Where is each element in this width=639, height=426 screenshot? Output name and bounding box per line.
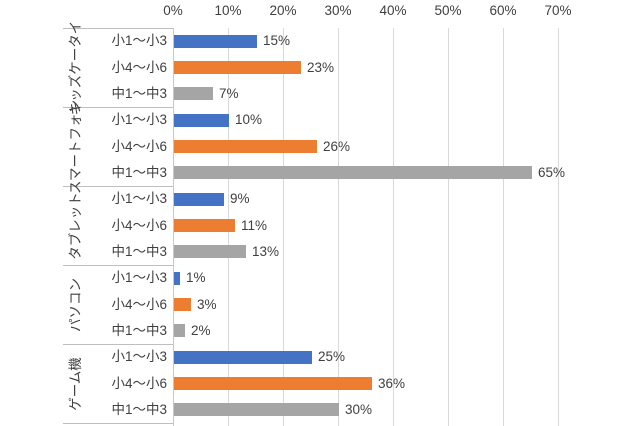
data-label: 23% (307, 60, 335, 75)
axis-tick-label: 60% (489, 3, 517, 18)
bar-小4〜小6-パソコン (174, 298, 191, 311)
bar-小4〜小6-ゲーム機 (174, 377, 372, 390)
data-label: 15% (263, 33, 291, 48)
subcategory-label: 小1〜小3 (111, 33, 167, 48)
bar-中1〜中3-スマートフォン (174, 166, 532, 179)
subcategory-label: 小1〜小3 (111, 349, 167, 364)
axis-tick-label: 70% (544, 3, 572, 18)
gridline (503, 28, 504, 426)
subcategory-label: 小1〜小3 (111, 191, 167, 206)
group-separator (63, 107, 173, 108)
data-label: 3% (197, 297, 217, 312)
axis-tick-label: 30% (324, 3, 352, 18)
group-separator (63, 265, 173, 266)
axis-tick-label: 20% (269, 3, 297, 18)
bar-小1〜小3-パソコン (174, 272, 180, 285)
group-separator (63, 423, 173, 424)
data-label: 25% (318, 349, 346, 364)
subcategory-label: 小4〜小6 (111, 60, 167, 75)
gridline (558, 28, 559, 426)
bar-小4〜小6-スマートフォン (174, 140, 317, 153)
subcategory-label: 中1〜中3 (111, 244, 167, 259)
gridline (448, 28, 449, 426)
category-axis-line (173, 28, 174, 426)
subcategory-label: 小4〜小6 (111, 297, 167, 312)
gridline (283, 28, 284, 426)
data-label: 2% (191, 323, 211, 338)
axis-tick-label: 0% (163, 3, 183, 18)
subcategory-label: 小4〜小6 (111, 218, 167, 233)
subcategory-label: 中1〜中3 (111, 165, 167, 180)
data-label: 65% (538, 165, 566, 180)
bar-小4〜小6-タブレット (174, 219, 235, 232)
bar-中1〜中3-パソコン (174, 324, 185, 337)
bar-小1〜小3-ゲーム機 (174, 351, 312, 364)
group-separator (63, 28, 173, 29)
bar-小1〜小3-キッズケータイ (174, 35, 257, 48)
data-label: 9% (230, 191, 250, 206)
data-label: 10% (235, 112, 263, 127)
axis-tick-label: 10% (214, 3, 242, 18)
subcategory-label: 小1〜小3 (111, 270, 167, 285)
bar-中1〜中3-ゲーム機 (174, 403, 339, 416)
data-label: 26% (323, 139, 351, 154)
group-separator (63, 344, 173, 345)
bar-小1〜小3-タブレット (174, 193, 224, 206)
data-label: 13% (252, 244, 280, 259)
gridline (393, 28, 394, 426)
group-separator (63, 186, 173, 187)
data-label: 30% (345, 402, 373, 417)
subcategory-label: 小4〜小6 (111, 139, 167, 154)
data-label: 11% (241, 218, 268, 233)
subcategory-label: 小1〜小3 (111, 112, 167, 127)
bar-小1〜小3-スマートフォン (174, 114, 229, 127)
subcategory-label: 中1〜中3 (111, 323, 167, 338)
subcategory-label: 小4〜小6 (111, 376, 167, 391)
axis-tick-label: 50% (434, 3, 462, 18)
bar-中1〜中3-キッズケータイ (174, 87, 213, 100)
subcategory-label: 中1〜中3 (111, 402, 167, 417)
data-label: 36% (378, 376, 406, 391)
gridline (338, 28, 339, 426)
bar-小4〜小6-キッズケータイ (174, 61, 301, 74)
data-label: 1% (186, 270, 206, 285)
bar-中1〜中3-タブレット (174, 245, 246, 258)
axis-tick-label: 40% (379, 3, 407, 18)
subcategory-label: 中1〜中3 (111, 86, 167, 101)
data-label: 7% (219, 86, 239, 101)
